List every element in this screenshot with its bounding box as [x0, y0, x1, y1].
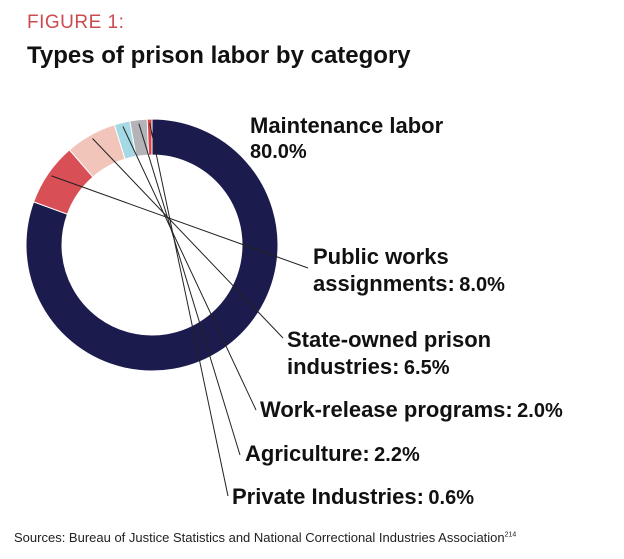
sources-text: Sources: Bureau of Justice Statistics an…	[14, 530, 505, 545]
chart-title: Types of prison labor by category	[27, 42, 411, 69]
leader-line-work-release	[122, 126, 257, 411]
label-maintenance-value: 80.0%	[250, 141, 307, 163]
label-public-works: Public works assignments: 8.0%	[313, 243, 505, 300]
label-state-owned-value: 6.5%	[403, 357, 450, 379]
label-state-owned-line2: industries:	[287, 354, 400, 379]
label-private-industries-value: 0.6%	[428, 487, 474, 509]
label-agriculture-value: 2.2%	[374, 444, 420, 466]
label-private-industries-name: Private Industries:	[232, 484, 424, 509]
label-private-industries: Private Industries: 0.6%	[232, 483, 474, 513]
label-maintenance-labor: Maintenance labor 80.0%	[250, 112, 443, 166]
label-agriculture-name: Agriculture:	[245, 441, 370, 466]
label-state-owned: State-owned prison industries: 6.5%	[287, 326, 491, 383]
leader-line-state-owned	[92, 138, 284, 339]
leader-line-private-industries	[149, 122, 229, 497]
label-public-works-line2: assignments:	[313, 271, 455, 296]
slice-maintenance-labor	[25, 118, 279, 372]
label-state-owned-line1: State-owned prison	[287, 327, 492, 352]
leader-line-agriculture	[138, 123, 241, 456]
label-public-works-value: 8.0%	[459, 274, 505, 296]
label-maintenance-name: Maintenance labor	[250, 113, 444, 138]
sources-note: Sources: Bureau of Justice Statistics an…	[14, 530, 516, 545]
label-public-works-line1: Public works	[313, 244, 449, 269]
label-work-release-name: Work-release programs:	[260, 397, 513, 422]
label-agriculture: Agriculture: 2.2%	[245, 440, 420, 470]
label-work-release: Work-release programs: 2.0%	[260, 396, 563, 426]
leader-line-public-works	[51, 175, 309, 269]
label-work-release-value: 2.0%	[517, 400, 563, 422]
figure-label: FIGURE 1:	[27, 12, 125, 33]
sources-footnote: 214	[504, 531, 517, 539]
